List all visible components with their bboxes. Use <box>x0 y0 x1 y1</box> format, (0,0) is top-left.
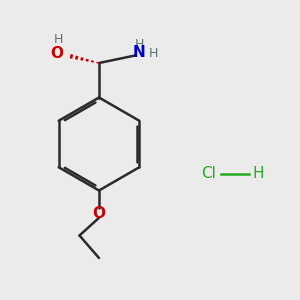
Text: H: H <box>54 33 63 46</box>
Text: O: O <box>92 206 106 220</box>
Text: Cl: Cl <box>201 167 216 182</box>
Text: H: H <box>253 167 264 182</box>
Text: H: H <box>148 47 158 61</box>
Text: H: H <box>135 38 144 52</box>
Text: N: N <box>133 45 146 60</box>
Text: O: O <box>50 46 64 62</box>
